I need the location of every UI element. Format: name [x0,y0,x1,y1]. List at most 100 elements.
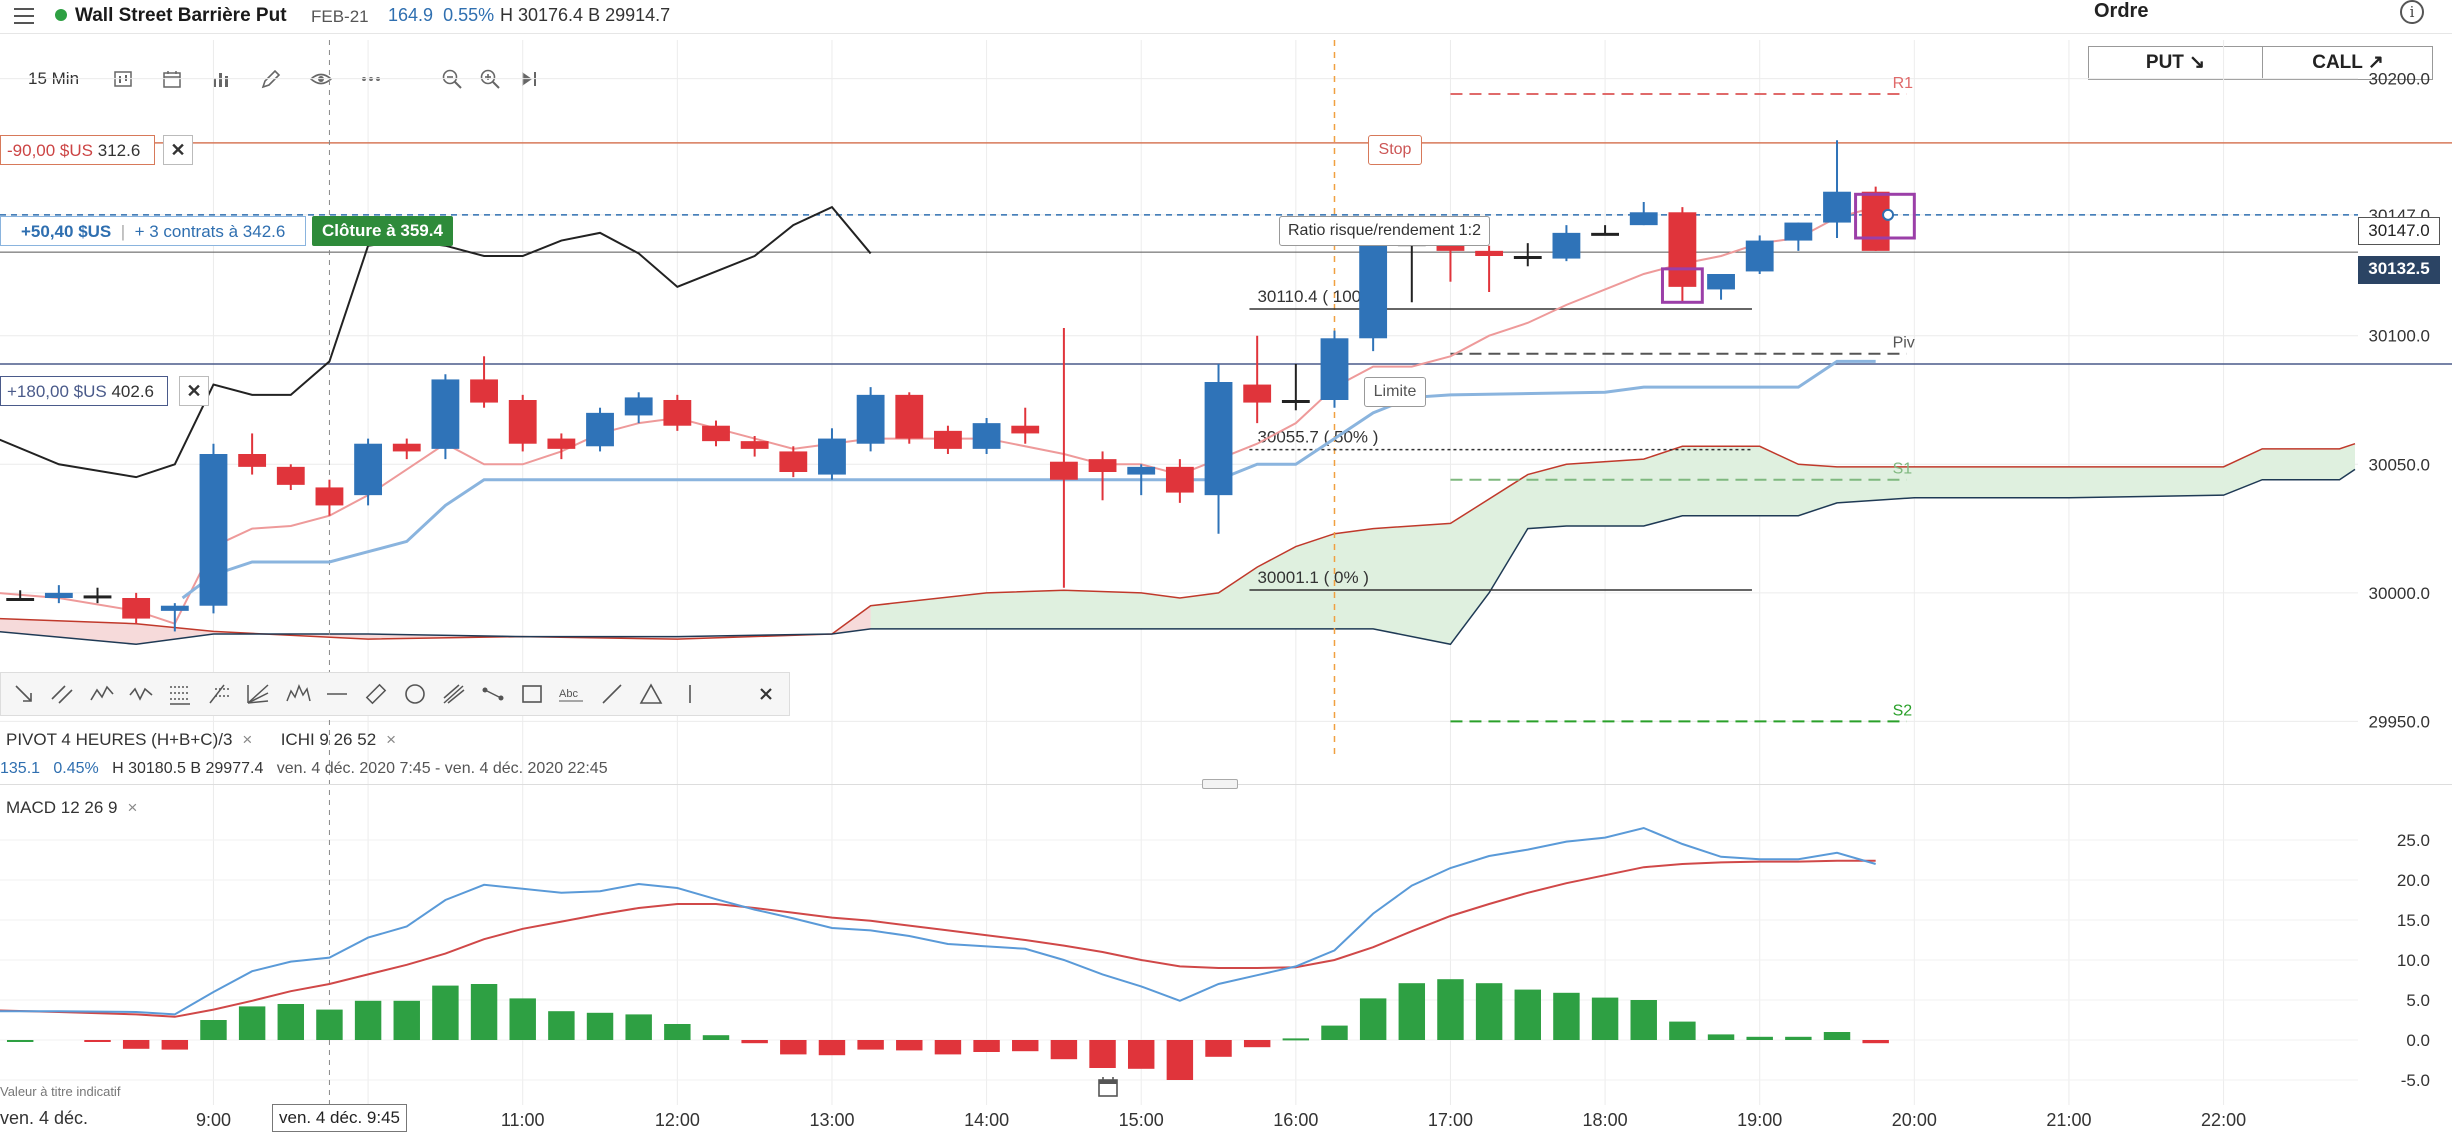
candle-body [1127,466,1156,475]
more-icon[interactable] [360,68,382,90]
calendar-icon[interactable] [161,68,183,90]
candle-body [1088,459,1117,472]
candle-body [1745,240,1774,272]
menu-icon[interactable] [14,6,36,26]
trade-direction-buttons: PUT ↘ CALL ↗ [2088,46,2433,80]
instrument-name[interactable]: Wall Street Barrière Put [75,5,287,26]
macd-histogram-bar [1862,1040,1889,1044]
pitchfork-tool-icon[interactable] [441,681,467,707]
stop-order-tag[interactable]: -90,00 $US 312.6 [0,135,155,165]
stop-cancel-button[interactable]: ✕ [163,135,193,165]
rectangle-tool-icon[interactable] [519,681,545,707]
wave-tool-icon[interactable] [89,681,115,707]
candle-body [354,443,383,496]
date-picker-icon[interactable] [1097,1076,1119,1098]
jump-to-end-icon[interactable] [518,68,540,90]
candle-body [392,443,421,452]
time-axis-label: 11:00 [501,1110,545,1130]
macd-histogram-bar [1553,992,1580,1040]
remove-macd-icon[interactable]: × [127,798,138,817]
zigzag-tool-icon[interactable] [128,681,154,707]
candle-body [508,400,537,444]
entry-price-tag: 30147.0 [2358,217,2440,245]
candle-body [1243,384,1272,403]
range-high-low: H 30180.5 B 29977.4 [112,760,264,777]
text-tool-icon[interactable]: Abc [558,681,584,707]
position-pnl: +50,40 $US [21,222,112,241]
macd-histogram-bar [625,1014,652,1040]
macd-axis-label: 0.0 [2406,1031,2430,1050]
time-axis-label: 9:00 [196,1110,231,1130]
position-tag[interactable]: +50,40 $US | + 3 contrats à 342.6 [0,216,306,246]
ruler-tool-icon[interactable] [363,681,389,707]
interval-selector[interactable]: 15 Min [28,69,80,88]
eye-icon[interactable] [310,68,332,90]
candle-body [586,412,614,447]
horizontal-line-tool-icon[interactable] [324,681,350,707]
chikou-span-line [0,205,872,479]
candle-body [1011,425,1040,434]
candle-type-icon[interactable] [112,68,134,90]
pencil-icon[interactable] [260,68,282,90]
arrow-tool-icon[interactable] [11,681,37,707]
crosshair-date-label: ven. 4 déc. 9:45 [272,1104,407,1132]
trend-line-tool-icon[interactable] [599,681,625,707]
pivot-indicator-label[interactable]: PIVOT 4 HEURES (H+B+C)/3 [6,730,233,749]
macd-histogram-bar [354,1000,382,1040]
candle-body [818,438,846,475]
fan-tool-icon[interactable] [245,681,271,707]
candle-body [431,379,460,449]
call-button[interactable]: CALL ↗ [2312,52,2384,73]
macd-histogram-bar [200,1020,227,1040]
macd-histogram-bar [1166,1040,1194,1080]
put-button[interactable]: PUT ↘ [2145,52,2206,73]
price-change: 164.9 0.55% [388,5,494,26]
macd-axis-label: 15.0 [2397,911,2430,930]
fib-extension-tool-icon[interactable] [206,681,232,707]
close-position-button[interactable]: Clôture à 359.4 [312,216,453,246]
zoom-out-icon[interactable] [441,68,463,90]
macd-line [0,826,1876,1016]
triangle-tool-icon[interactable] [638,681,664,707]
macd-axis-label: 20.0 [2397,871,2430,890]
price-axis-label: 29950.0 [2369,712,2430,731]
elliott-wave-tool-icon[interactable] [285,681,311,707]
macd-histogram-bar [1823,1032,1851,1040]
macd-histogram-bar [277,1004,305,1040]
candle-body [972,423,1001,449]
current-price-tag: 30132.5 [2358,256,2440,284]
candle-body [6,598,35,601]
limit-chart-tag[interactable]: Limite [1364,377,1426,407]
zoom-in-icon[interactable] [479,68,501,90]
macd-histogram-bar [1321,1025,1348,1040]
macd-histogram-bar [393,1000,420,1040]
price-axis-label: 30050.0 [2369,455,2430,474]
macd-histogram-bar [1243,1040,1271,1048]
macd-histogram-bar [741,1040,768,1044]
remove-ichimoku-icon[interactable]: × [386,730,397,749]
range-dates: ven. 4 déc. 2020 7:45 - ven. 4 déc. 2020… [276,760,608,777]
candle-body [663,400,692,426]
path-tool-icon[interactable] [480,681,506,707]
candle-body [624,397,653,416]
fib-retracement-tool-icon[interactable] [167,681,193,707]
vertical-line-tool-icon[interactable] [677,681,703,707]
limit-order-tag[interactable]: +180,00 $US 402.6 [0,376,168,406]
highlight-box-order [1854,192,1916,240]
limit-cancel-button[interactable]: ✕ [179,376,209,406]
pane-resize-handle[interactable] [1202,779,1238,789]
bar-chart-icon[interactable] [210,68,232,90]
parallel-lines-tool-icon[interactable] [49,681,75,707]
remove-pivot-icon[interactable]: × [242,730,253,749]
macd-histogram-bar [934,1040,962,1055]
stop-chart-tag[interactable]: Stop [1368,135,1422,165]
ichimoku-indicator-label[interactable]: ICHI 9 26 52 [280,730,377,749]
circle-tool-icon[interactable] [402,681,428,707]
macd-indicator-label[interactable]: MACD 12 26 9 [6,798,118,817]
info-icon[interactable]: i [2400,0,2424,24]
time-axis-label: 15:00 [1119,1110,1164,1130]
macd-histogram-bar [6,1040,34,1042]
indicator-legend: PIVOT 4 HEURES (H+B+C)/3 × ICHI 9 26 52 × [6,730,396,750]
close-drawing-toolbar-icon[interactable] [753,681,779,707]
